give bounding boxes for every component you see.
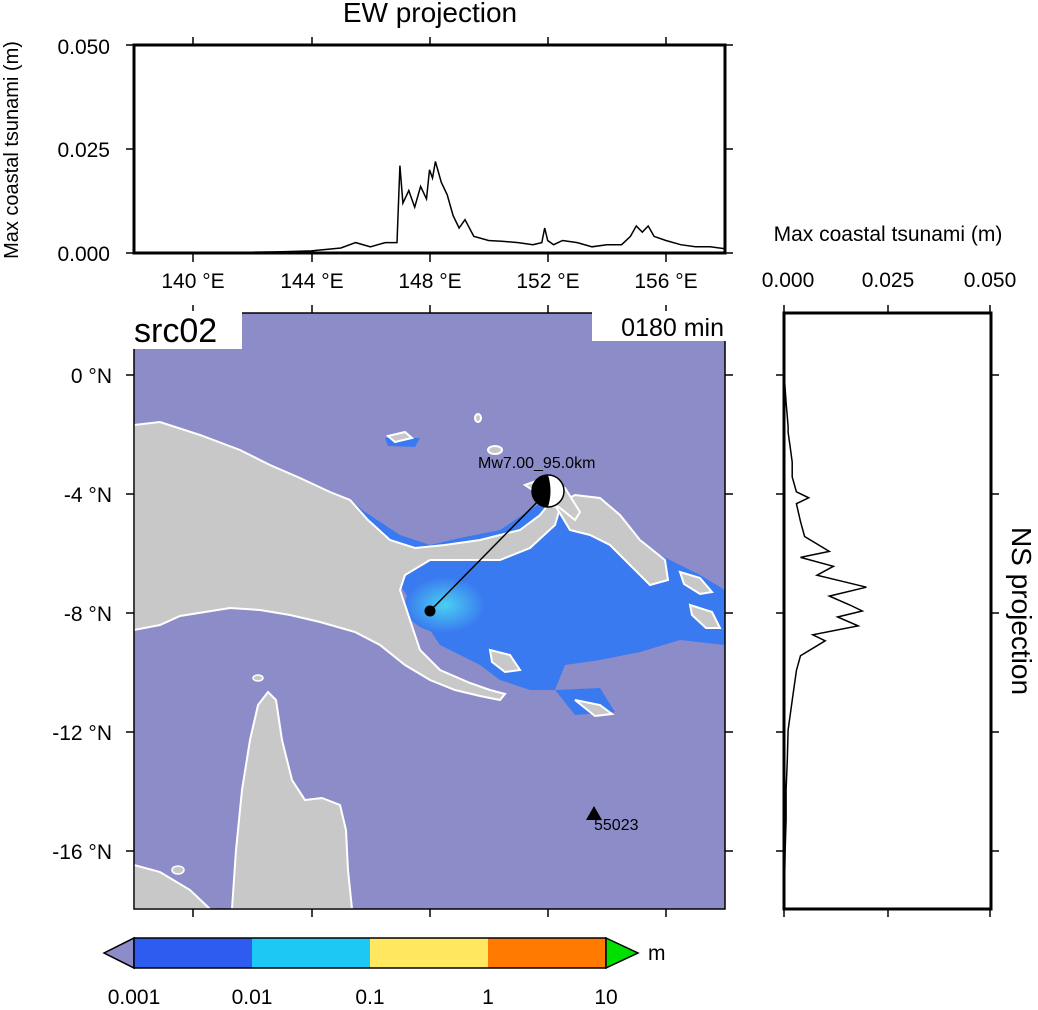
map-ytick-label: 0 °N	[71, 365, 112, 388]
ns-projection-panel: Max coastal tsunami (m) 0.000 0.025 0.05…	[762, 223, 1037, 917]
ew-panel-title: EW projection	[343, 0, 517, 28]
map-ytick-label: -4 °N	[64, 484, 112, 507]
epicenter-marker	[424, 605, 436, 617]
colorbar-segment	[370, 938, 488, 968]
focal-mechanism-beachball	[531, 474, 565, 508]
ns-xtick-label: 0.050	[964, 269, 1017, 292]
ew-xtick-label: 152 °E	[516, 270, 579, 293]
source-label: src02	[134, 312, 217, 350]
map-ytick-label: -8 °N	[64, 603, 112, 626]
louisiade-island	[574, 699, 615, 718]
map-ytick-label: -12 °N	[52, 722, 112, 745]
solomon-island	[678, 570, 714, 596]
ew-ytick-label: 0.000	[57, 243, 110, 266]
time-label-box	[592, 311, 726, 341]
ew-xtick-label: 148 °E	[398, 270, 461, 293]
colorbar-segment	[252, 938, 370, 968]
colorbar-segment	[488, 938, 606, 968]
source-label-box	[130, 311, 242, 349]
ns-plot-frame	[782, 311, 993, 911]
manus-island	[385, 430, 415, 444]
ew-series-line	[133, 161, 726, 254]
ew-xtick-label: 156 °E	[634, 270, 697, 293]
new-britain-land	[553, 493, 670, 587]
ew-panel-ylabel: Max coastal tsunami (m)	[1, 41, 23, 259]
colorbar-tick-label: 0.01	[232, 986, 273, 1009]
ew-ytick-label: 0.050	[57, 36, 110, 59]
time-label: 0180 min	[621, 314, 724, 342]
ns-series-line	[783, 313, 867, 910]
colorbar-unit-label: m	[648, 942, 666, 965]
colorbar-under-arrow	[102, 936, 135, 970]
ew-projection-panel: EW projection Max coastal tsunami (m) 0.…	[1, 0, 733, 293]
ns-panel-xlabel: Max coastal tsunami (m)	[774, 223, 1003, 246]
ew-xtick-label: 144 °E	[280, 270, 343, 293]
ew-plot-frame	[132, 43, 727, 255]
cape-york-land	[230, 690, 354, 909]
map-panel: 0 °N -4 °N -8 °N -12 °N -16 °N src02 018…	[52, 305, 733, 917]
small-island	[171, 865, 185, 875]
ew-ytick-label: 0.025	[57, 139, 110, 162]
colorbar-tick-label: 10	[594, 986, 617, 1009]
australia-land-west	[134, 863, 212, 909]
dentrecasteaux-island	[488, 648, 522, 674]
ns-tick-marks	[776, 305, 999, 917]
tsunami-hotspot	[405, 577, 485, 633]
colorbar-tick-label: 0.001	[108, 986, 161, 1009]
solomon-island	[688, 603, 722, 629]
event-label: Mw7.00_95.0km	[478, 455, 595, 472]
ns-panel-title: NS projection	[1006, 527, 1037, 695]
colorbar-over-arrow	[605, 936, 640, 970]
colorbar-tick-label: 1	[482, 986, 494, 1009]
ns-xtick-label: 0.000	[762, 269, 815, 292]
torres-strait-island	[252, 674, 264, 682]
new-guinea-land	[134, 420, 562, 702]
station-label: 55023	[594, 817, 639, 834]
colorbar-segment	[134, 938, 252, 968]
ew-tick-marks	[126, 37, 733, 262]
map-ytick-label: -16 °N	[52, 841, 112, 864]
small-island	[487, 445, 503, 455]
station-marker-triangle	[586, 806, 602, 820]
event-connector-line	[429, 490, 549, 612]
ew-xtick-label: 140 °E	[161, 270, 224, 293]
colorbar-tick-label: 0.1	[355, 986, 384, 1009]
colorbar: m 0.001 0.01 0.1 1 10	[102, 936, 666, 1009]
ns-xtick-label: 0.025	[862, 269, 915, 292]
small-island	[474, 413, 482, 423]
